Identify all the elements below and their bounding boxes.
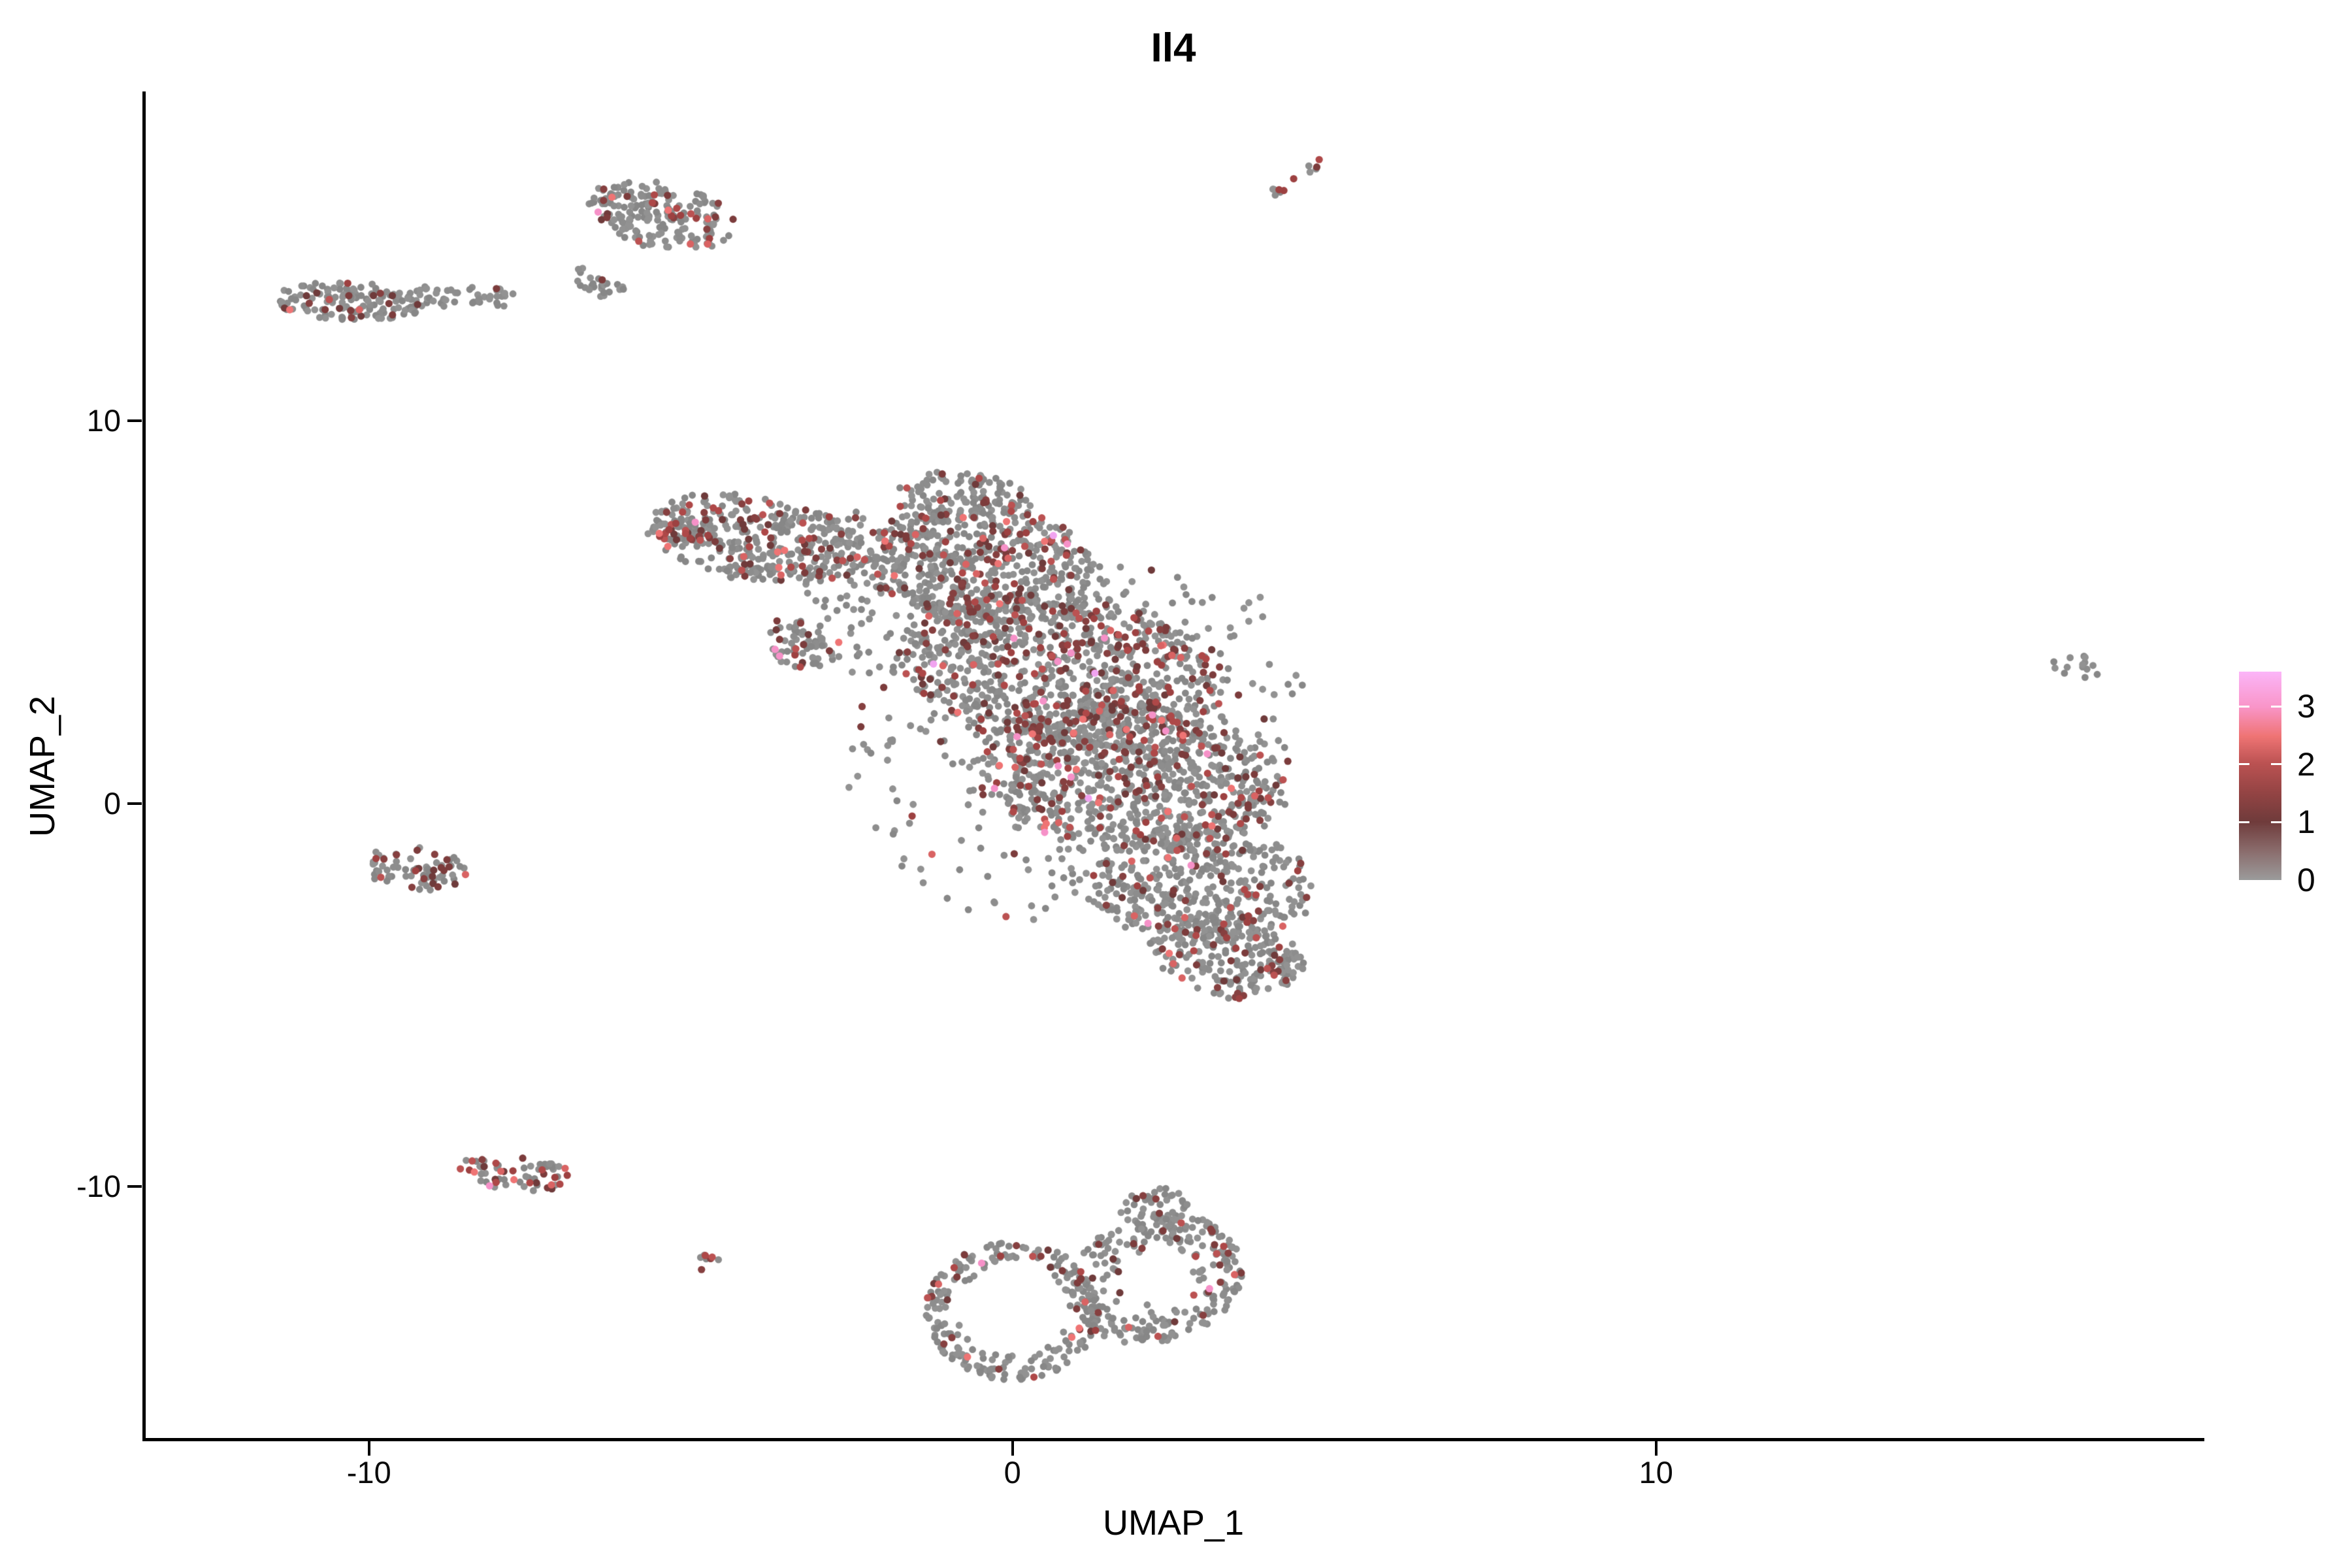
x-axis-title: UMAP_1 (1102, 1503, 1245, 1543)
legend-tick-label: 3 (2297, 688, 2315, 725)
y-axis-title: UMAP_2 (23, 695, 62, 838)
plot-title: Il4 (1151, 25, 1196, 71)
x-axis-line (142, 1438, 2204, 1441)
legend-tick-label: 0 (2297, 862, 2315, 898)
legend-gradient-bar (2239, 672, 2281, 880)
legend-tick-label: 2 (2297, 745, 2315, 783)
y-tick-mark (127, 802, 142, 806)
y-tick-label: 10 (86, 403, 121, 438)
legend-tick-dash (2271, 705, 2281, 708)
y-tick-mark (127, 1185, 142, 1188)
x-tick-mark (1011, 1441, 1014, 1456)
x-tick-label: 0 (1004, 1455, 1021, 1490)
x-tick-mark (367, 1441, 370, 1456)
legend-tick-dash (2239, 821, 2249, 823)
y-tick-label: 0 (103, 786, 121, 821)
legend-tick-dash (2239, 763, 2249, 766)
y-tick-mark (127, 419, 142, 423)
y-axis-line (142, 91, 146, 1441)
x-tick-label: -10 (346, 1455, 391, 1490)
legend-tick-dash (2271, 821, 2281, 823)
legend-tick-dash (2271, 763, 2281, 766)
x-tick-label: 10 (1639, 1455, 1673, 1490)
y-tick-label: -10 (76, 1169, 121, 1204)
legend-tick-dash (2239, 705, 2249, 708)
x-tick-mark (1654, 1441, 1658, 1456)
legend-tick-label: 1 (2297, 804, 2315, 841)
